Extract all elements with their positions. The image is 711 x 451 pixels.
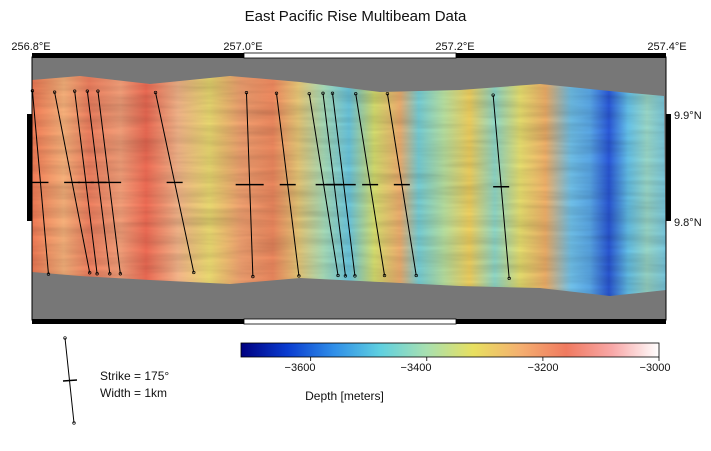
colorbar-tick-3000: −3000 bbox=[639, 362, 671, 374]
dike-profile-endpoint bbox=[73, 89, 77, 93]
colorbar-tick-3200: −3200 bbox=[527, 362, 559, 374]
colorbar-label: Depth [meters] bbox=[305, 389, 384, 403]
map-title: East Pacific Rise Multibeam Data bbox=[244, 8, 467, 25]
legend-width-bar bbox=[62, 379, 78, 382]
dike-profile-endpoint bbox=[118, 272, 122, 276]
dike-profile-endpoint bbox=[85, 89, 90, 93]
dike-profile-endpoint bbox=[96, 89, 100, 93]
dike-profile-endpoint bbox=[30, 89, 35, 93]
dike-profiles bbox=[30, 89, 511, 281]
longitude-label-257-0: 257.0°E bbox=[223, 41, 263, 53]
dike-profile-endpoint bbox=[307, 92, 311, 96]
dike-profile-endpoint bbox=[108, 272, 112, 276]
dike-profile-endpoint bbox=[353, 274, 357, 278]
frame-border-bars bbox=[27, 52, 671, 325]
legend-strike-label: Strike = 175° bbox=[100, 369, 170, 383]
dike-profile-endpoint bbox=[414, 273, 418, 278]
dike-profile-endpoint bbox=[153, 90, 158, 95]
dike-profile-endpoint bbox=[244, 91, 249, 95]
dike-profile-endpoint bbox=[507, 276, 511, 281]
dike-profile-endpoint bbox=[192, 270, 196, 275]
colorbar-tick-3400: −3400 bbox=[400, 362, 432, 374]
dike-profile-endpoint bbox=[354, 92, 358, 96]
longitude-label-257-2: 257.2°E bbox=[435, 41, 475, 53]
dike-profile-endpoint bbox=[336, 273, 340, 278]
dike-profile-endpoint bbox=[88, 271, 92, 275]
dike-profile-endpoint bbox=[491, 93, 495, 97]
dike-profile-endpoint bbox=[52, 90, 57, 94]
dike-profile-endpoint bbox=[46, 272, 51, 276]
dike-profile-endpoint bbox=[274, 91, 279, 95]
dike-profile-endpoint bbox=[251, 274, 255, 279]
dike-profile-endpoint bbox=[330, 91, 335, 95]
dike-profile-endpoint bbox=[385, 92, 390, 96]
latitude-label-9-9: 9.9°N bbox=[674, 110, 702, 122]
bathymetry-swath bbox=[32, 76, 666, 296]
dike-profile-endpoint bbox=[343, 274, 348, 278]
colorbar-tick-3600: −3600 bbox=[284, 362, 316, 374]
latitude-label-9-8: 9.8°N bbox=[674, 217, 702, 229]
longitude-label-257-4: 257.4°E bbox=[647, 41, 687, 53]
colorbar-ticks bbox=[310, 357, 660, 361]
legend-profile-symbol bbox=[62, 336, 78, 425]
dike-profile-endpoint bbox=[297, 274, 301, 278]
depth-colorbar bbox=[240, 342, 660, 358]
longitude-label-256-8: 256.8°E bbox=[11, 41, 51, 53]
legend-width-label: Width = 1km bbox=[100, 386, 168, 400]
dike-profile-endpoint bbox=[95, 272, 99, 276]
dike-profile-endpoint bbox=[321, 91, 325, 95]
dike-profile-endpoint bbox=[382, 273, 387, 278]
